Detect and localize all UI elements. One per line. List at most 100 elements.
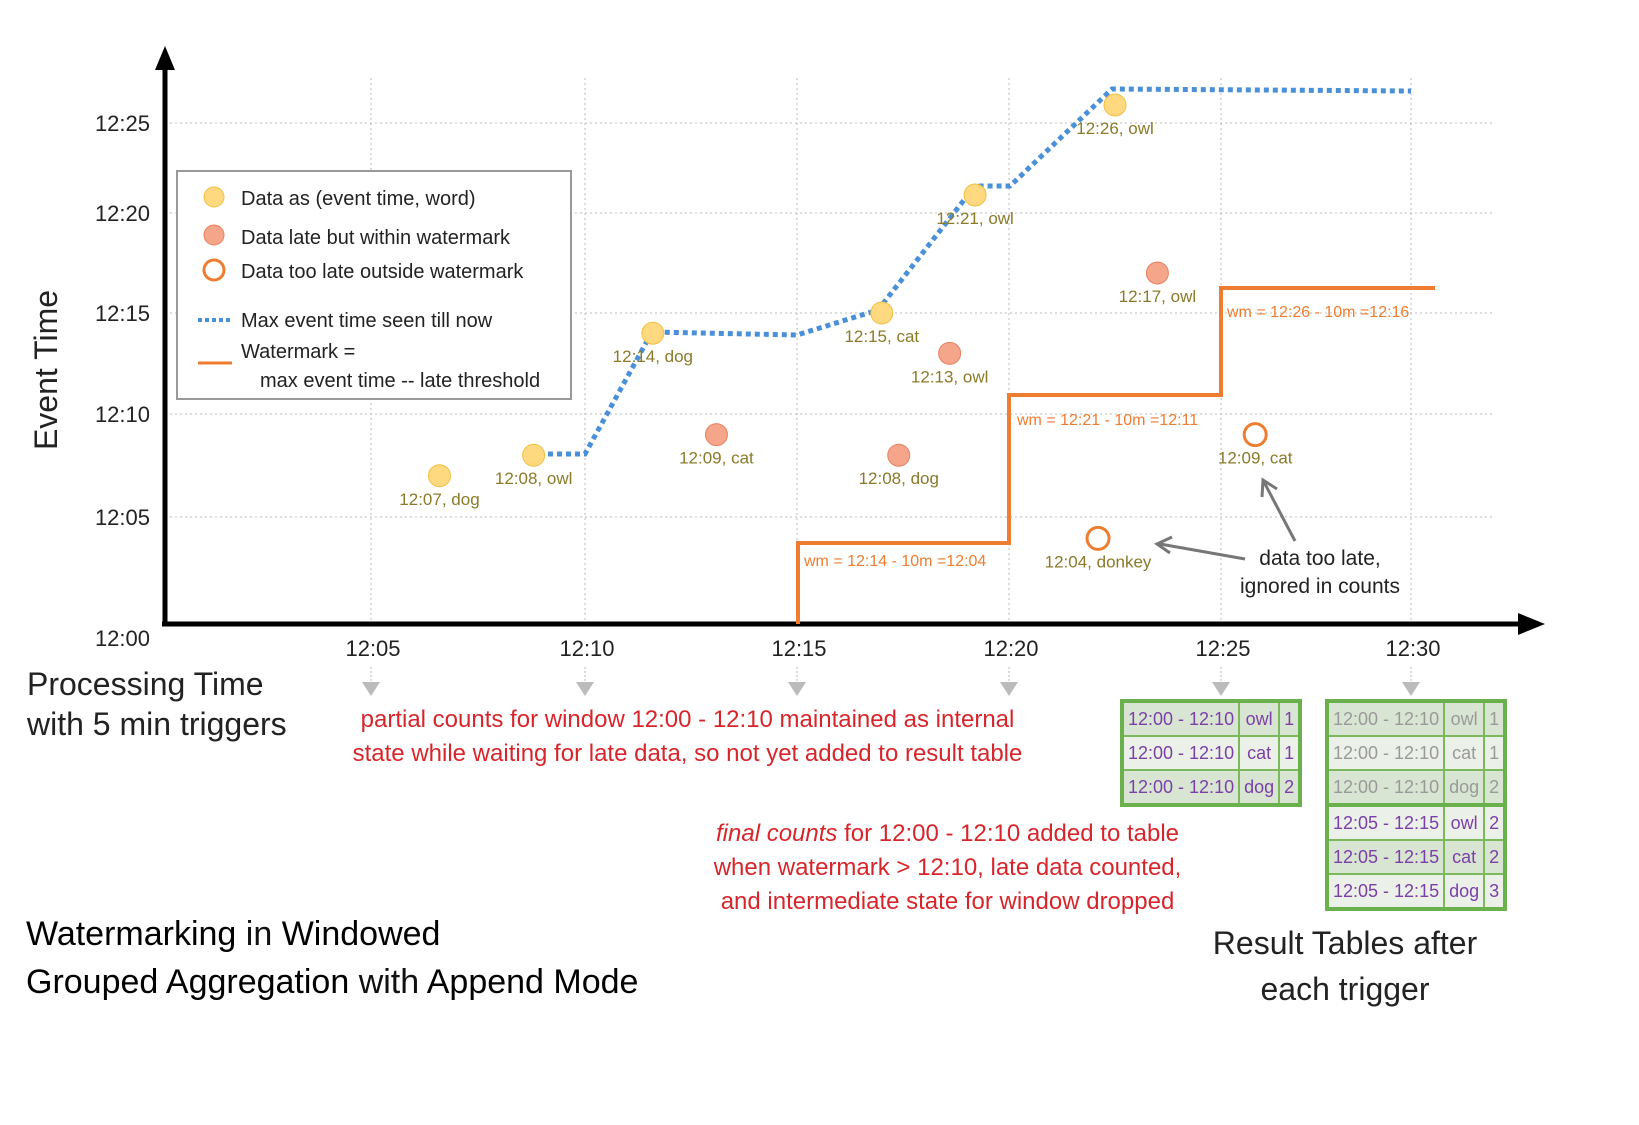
table-cell: 1: [1278, 735, 1302, 771]
table-cell: cat: [1443, 839, 1486, 875]
t6: Append Mode: [426, 963, 639, 1001]
legend-late: Data late but within watermark: [241, 227, 511, 249]
data-point-on-time: [870, 301, 894, 325]
trigger-arrow-head-icon: [1402, 682, 1420, 696]
table-row: 12:05 - 12:15 dog 3: [1325, 873, 1507, 910]
y-tick-label: 12:05: [95, 505, 150, 530]
arrow-head-icon: [1260, 477, 1278, 498]
x-tick-label: 12:15: [771, 636, 826, 661]
data-point-late: [938, 341, 962, 365]
data-point-label: 12:08, dog: [859, 469, 939, 488]
data-point-late: [1145, 261, 1169, 285]
table-cell: 12:00 - 12:10: [1325, 700, 1446, 737]
max-event-time-line: [530, 86, 1412, 457]
data-point-label: 12:26, owl: [1076, 119, 1154, 138]
data-point-label: 12:07, dog: [399, 490, 479, 509]
data-point-label: 12:04, donkey: [1045, 552, 1152, 571]
y-tick-label: 12:00: [95, 626, 150, 651]
table-row: 12:05 - 12:15 owl 2: [1325, 803, 1507, 841]
table-cell: 1: [1483, 735, 1507, 771]
x-axis-arrow-icon: [1518, 613, 1545, 635]
table-row: 12:05 - 12:15 cat 2: [1325, 839, 1507, 875]
table-row: 12:00 - 12:10 cat 1: [1120, 735, 1302, 771]
final-line2: when watermark > 12:10, late data counte…: [713, 854, 1182, 881]
data-point-label: 12:14, dog: [613, 347, 693, 366]
table-cell: 12:05 - 12:15: [1325, 803, 1446, 841]
data-point-label: 12:21, owl: [936, 209, 1014, 228]
table-cell: 12:05 - 12:15: [1325, 839, 1446, 875]
table-cell: 2: [1483, 769, 1507, 806]
caption-line2: each trigger: [1260, 971, 1430, 1007]
too-late-note-1: data too late,: [1259, 547, 1380, 570]
table-row: 12:00 - 12:10 owl 1: [1120, 700, 1302, 737]
watermark-label-3: wm = 12:26 - 10m =12:16: [1226, 304, 1409, 321]
final-line1: for 12:00 - 12:10 added to table: [837, 820, 1179, 847]
table-row: 12:00 - 12:10 dog 2: [1120, 769, 1302, 806]
data-point-label: 12:09, cat: [1218, 449, 1293, 468]
t5: with: [349, 963, 427, 1001]
data-point-label: 12:09, cat: [679, 449, 754, 468]
caption-line1: Result Tables after: [1212, 925, 1478, 961]
too-late-note-2: ignored in counts: [1240, 575, 1400, 598]
table-cell: 3: [1483, 873, 1507, 910]
diagram-title: Watermarking in Windowed Grouped Aggrega…: [26, 910, 638, 1006]
partial-line2: state while waiting for late data, so no…: [352, 740, 1023, 767]
y-tick-label: 12:25: [95, 111, 150, 136]
y-axis-label: Event Time: [28, 290, 64, 450]
x-label-line1: Processing Time: [27, 666, 264, 702]
x-tick-label: 12:05: [345, 636, 400, 661]
trigger-arrow-head-icon: [788, 682, 806, 696]
result-caption: Result Tables after each trigger: [1195, 920, 1495, 1012]
legend-max: Max event time seen till now: [241, 310, 493, 332]
table-row: 12:00 - 12:10 cat 1: [1325, 735, 1507, 771]
partial-counts-note: partial counts for window 12:00 - 12:10 …: [315, 703, 1060, 771]
trigger-arrow-head-icon: [362, 682, 380, 696]
on-time-dot-icon: [203, 186, 225, 208]
table-cell: 1: [1483, 700, 1507, 737]
table-cell: owl: [1443, 700, 1486, 737]
arrow-head-icon: [1153, 535, 1173, 555]
table-cell: 12:00 - 12:10: [1325, 769, 1446, 806]
table-row: 12:00 - 12:10 dog 2: [1325, 769, 1507, 806]
y-tick-label: 12:15: [95, 301, 150, 326]
t2: in: [236, 915, 282, 953]
legend-too-late: Data too late outside watermark: [241, 261, 524, 283]
too-late-ring-icon: [202, 258, 226, 282]
data-point-too-late: [1085, 525, 1111, 551]
table-cell: cat: [1443, 735, 1486, 771]
table-row: 12:00 - 12:10 owl 1: [1325, 700, 1507, 737]
partial-line1: partial counts for window 12:00 - 12:10 …: [360, 706, 1015, 733]
legend: Data as (event time, word) Data late but…: [176, 170, 572, 400]
table-cell: 12:00 - 12:10: [1120, 769, 1241, 806]
final-counts-note: final counts for 12:00 - 12:10 added to …: [690, 817, 1205, 919]
table-cell: 2: [1483, 803, 1507, 841]
trigger-arrow-head-icon: [1212, 682, 1230, 696]
table-cell: cat: [1238, 735, 1281, 771]
x-tick-label: 12:25: [1195, 636, 1250, 661]
legend-watermark-def: max event time -- late threshold: [260, 370, 540, 392]
x-axis-label: Processing Time with 5 min triggers: [27, 664, 287, 744]
x-tick-label: 12:10: [559, 636, 614, 661]
data-point-late: [887, 443, 911, 467]
table-cell: 12:00 - 12:10: [1325, 735, 1446, 771]
table-cell: dog: [1443, 873, 1486, 910]
t4: Grouped Aggregation: [26, 963, 350, 1001]
table-cell: 12:05 - 12:15: [1325, 873, 1446, 910]
table-cell: 12:00 - 12:10: [1120, 735, 1241, 771]
table-cell: 12:00 - 12:10: [1120, 700, 1241, 737]
watermark-label-2: wm = 12:21 - 10m =12:11: [1016, 412, 1198, 429]
table-cell: 2: [1278, 769, 1302, 806]
x-tick-label: 12:20: [983, 636, 1038, 661]
table-cell: owl: [1238, 700, 1281, 737]
arrow-to-donkey: [1159, 542, 1246, 561]
data-point-too-late: [1242, 422, 1268, 448]
data-point-label: 12:15, cat: [844, 327, 919, 346]
data-point-label: 12:17, owl: [1119, 287, 1197, 306]
table-cell: 1: [1278, 700, 1302, 737]
y-axis-arrow-icon: [155, 46, 175, 70]
y-tick-label: 12:10: [95, 402, 150, 427]
data-point-on-time: [427, 464, 451, 488]
final-line3: and intermediate state for window droppe…: [720, 888, 1175, 915]
data-point-label: 12:08, owl: [495, 469, 573, 488]
